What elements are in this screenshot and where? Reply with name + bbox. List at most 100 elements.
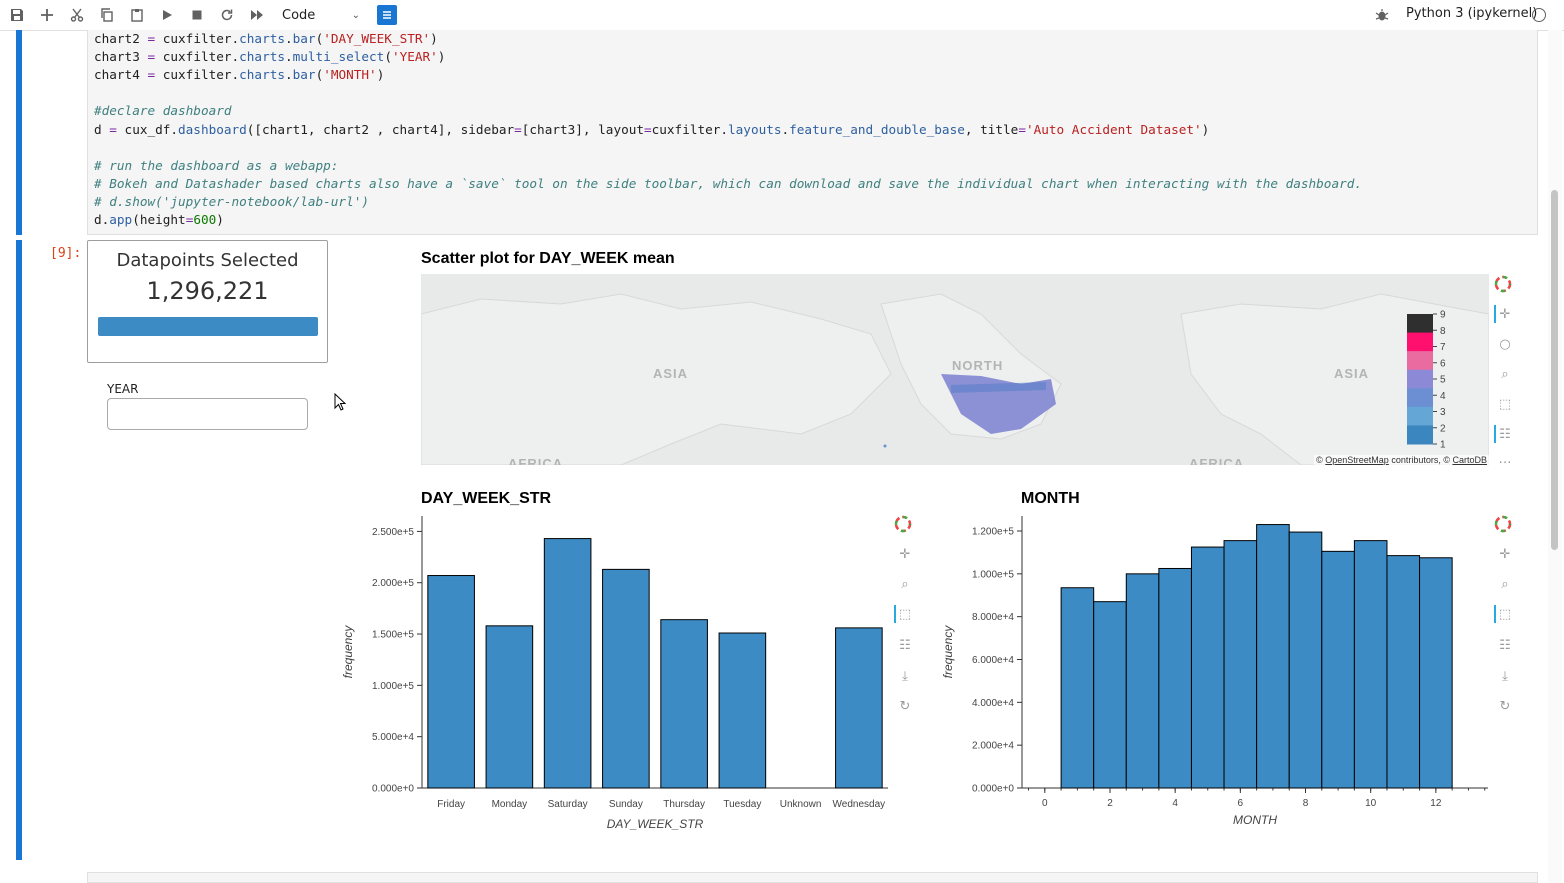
- bar: [1125, 573, 1160, 789]
- run-icon[interactable]: [157, 5, 177, 25]
- x-tick-label: 4: [1172, 798, 1178, 809]
- cartodb-link[interactable]: CartoDB: [1452, 455, 1487, 465]
- bar: [1256, 524, 1290, 789]
- bokeh-logo-icon[interactable]: [894, 515, 912, 533]
- code-line: d.app(height=600): [94, 212, 224, 227]
- colorbar-segment: [1407, 425, 1433, 445]
- colorbar-tick-label: 4: [1440, 391, 1446, 402]
- colorbar-segment: [1407, 314, 1433, 334]
- datapoints-title: Datapoints Selected: [116, 250, 299, 271]
- save-icon[interactable]: [7, 5, 27, 25]
- bar: [1158, 567, 1192, 789]
- year-filter-label: YEAR: [107, 382, 139, 396]
- box-select-tool-icon[interactable]: ⬚: [1494, 605, 1514, 623]
- notebook-toolbar: Code ⌄ Python 3 (ipykernel): [0, 0, 1564, 31]
- x-tick-label: 2: [1107, 798, 1113, 809]
- code-line: chart4 = cuxfilter.charts.bar('MONTH'): [94, 67, 385, 83]
- x-tick-label: Unknown: [780, 799, 822, 810]
- x-tick-label: 8: [1303, 798, 1309, 809]
- x-tick-label: Monday: [492, 799, 528, 810]
- bar: [1060, 587, 1095, 789]
- wheel-zoom-tool-icon[interactable]: ⌕: [901, 576, 909, 592]
- y-tick-label: 1.000e+5: [372, 681, 414, 692]
- x-tick-label: Friday: [437, 799, 465, 810]
- x-tick-label: Sunday: [609, 799, 643, 810]
- colorbar-segment: [1407, 406, 1433, 426]
- copy-icon[interactable]: [97, 5, 117, 25]
- x-tick-label: 0: [1042, 798, 1048, 809]
- map-label-asia-west: ASIA: [653, 366, 689, 381]
- bar: [1223, 540, 1258, 789]
- save-tool-icon[interactable]: ⤓: [902, 668, 908, 684]
- bokeh-logo-icon[interactable]: [1494, 275, 1512, 293]
- colorbar-segment: [1407, 388, 1433, 408]
- y-tick-label: 6.000e+4: [972, 655, 1014, 666]
- x-tick-label: Wednesday: [833, 799, 886, 810]
- y-tick-label: 2.500e+5: [372, 527, 414, 538]
- bar: [660, 619, 708, 789]
- datapoints-progress-fill: [98, 317, 318, 336]
- scrollbar-thumb[interactable]: [1551, 190, 1558, 550]
- bar: [1386, 555, 1421, 789]
- code-editor[interactable]: [87, 30, 1538, 235]
- x-tick-label: 6: [1238, 798, 1244, 809]
- year-multi-select[interactable]: [107, 398, 308, 430]
- box-select-tool-icon[interactable]: ⬚: [894, 605, 914, 623]
- bug-icon[interactable]: [1372, 5, 1392, 25]
- more-tools-icon[interactable]: …: [1498, 451, 1512, 467]
- colorbar-segment: [1407, 332, 1433, 352]
- colorbar-tick-label: 1: [1440, 440, 1446, 451]
- pan-tool-icon[interactable]: ✛: [899, 546, 911, 562]
- month-chart[interactable]: 0.000e+0 2.000e+4 4.000e+4 6.000e+4 8.000e+4…: [930, 508, 1490, 838]
- code-line: # d.show('jupyter-notebook/lab-url'): [94, 193, 369, 209]
- paste-icon[interactable]: [127, 5, 147, 25]
- pan-tool-icon[interactable]: ✛: [1494, 305, 1514, 323]
- day-week-chart[interactable]: 0.000e+0 5.000e+4 1.000e+5 1.500e+5 2.000e+5…: [330, 508, 890, 838]
- cell-type-select[interactable]: Code ⌄: [276, 4, 366, 26]
- reset-tool-icon[interactable]: ↻: [1499, 698, 1511, 714]
- next-cell[interactable]: [87, 872, 1538, 883]
- hover-tool-icon[interactable]: ☷: [899, 637, 911, 653]
- x-tick-label: Saturday: [548, 799, 588, 810]
- colorbar-segment: [1407, 351, 1433, 371]
- table-of-contents-icon[interactable]: [377, 5, 397, 25]
- hover-tool-icon[interactable]: ☷: [1499, 637, 1511, 653]
- hover-tool-icon[interactable]: ☷: [1494, 425, 1514, 443]
- bar: [1321, 550, 1355, 789]
- lasso-tool-icon[interactable]: ○: [1499, 336, 1511, 352]
- x-axis-label: MONTH: [1233, 813, 1277, 827]
- bar: [602, 568, 650, 789]
- datapoints-progress-bar: [98, 317, 318, 336]
- save-tool-icon[interactable]: ⤓: [1502, 668, 1508, 684]
- add-cell-icon[interactable]: [37, 5, 57, 25]
- kernel-status-icon: [1532, 8, 1546, 22]
- code-line: #declare dashboard: [94, 103, 232, 119]
- code-line: chart2 = cuxfilter.charts.bar('DAY_WEEK_…: [94, 31, 438, 46]
- pan-tool-icon[interactable]: ✛: [1499, 546, 1511, 562]
- run-all-icon[interactable]: [247, 5, 267, 25]
- openstreetmap-link[interactable]: OpenStreetMap: [1325, 455, 1389, 465]
- cut-icon[interactable]: [67, 5, 87, 25]
- scrollbar[interactable]: [1548, 30, 1562, 883]
- map-label-asia-east: ASIA: [1334, 366, 1370, 381]
- bokeh-logo-icon[interactable]: [1494, 515, 1512, 533]
- bar: [1353, 540, 1388, 789]
- wheel-zoom-tool-icon[interactable]: ⌕: [1501, 366, 1509, 382]
- bar: [718, 632, 767, 789]
- bar: [1190, 546, 1225, 789]
- wheel-zoom-tool-icon[interactable]: ⌕: [1501, 576, 1509, 592]
- cell-type-value: Code: [282, 7, 316, 23]
- reset-tool-icon[interactable]: ↻: [899, 698, 911, 714]
- box-select-tool-icon[interactable]: ⬚: [1498, 396, 1512, 412]
- y-tick-label: 1.500e+5: [372, 630, 414, 641]
- kernel-name[interactable]: Python 3 (ipykernel): [1406, 6, 1538, 21]
- stop-icon[interactable]: [187, 5, 207, 25]
- attribution-mid: contributors, ©: [1388, 455, 1453, 465]
- restart-icon[interactable]: [217, 5, 237, 25]
- y-tick-label: 8.000e+4: [972, 612, 1014, 623]
- day-week-title: DAY_WEEK_STR: [421, 490, 552, 507]
- y-axis-label: frequency: [341, 625, 355, 679]
- mouse-cursor-icon: [334, 393, 346, 411]
- code-line: chart3 = cuxfilter.charts.multi_select('…: [94, 49, 446, 65]
